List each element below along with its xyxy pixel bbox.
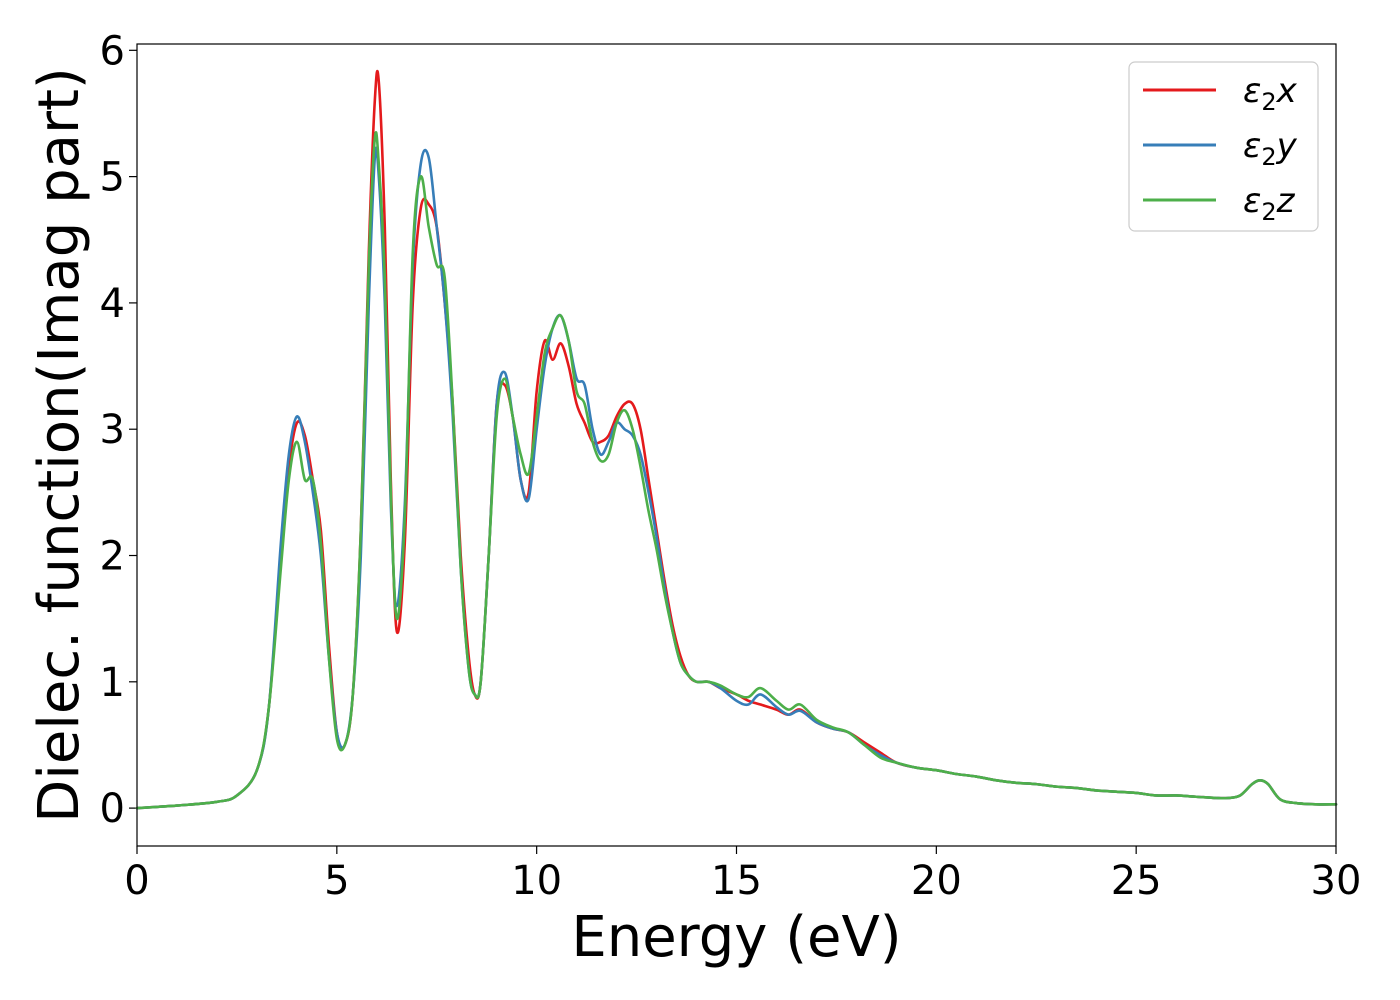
legend-label: ε2z: [1243, 181, 1296, 226]
x-tick-label: 10: [511, 858, 562, 904]
plot-frame: [136, 43, 1337, 847]
y-tick-label: 3: [100, 407, 125, 453]
x-axis-ticks: 0 5 10 15 20 25 30: [124, 846, 1361, 904]
legend-box: [1128, 61, 1319, 232]
y-tick-label: 6: [100, 28, 125, 74]
series-layer: [135, 69, 1338, 810]
y-axis-title: Dielec. function(Imag part): [27, 67, 92, 823]
x-tick-label: 0: [124, 858, 149, 904]
legend-variable: y: [1276, 126, 1298, 166]
legend-subscript: 2: [1261, 143, 1276, 171]
legend-symbol: ε: [1243, 181, 1261, 221]
legend-item-z: ε2z: [1143, 181, 1296, 226]
x-tick-label: 25: [1111, 858, 1162, 904]
legend-subscript: 2: [1261, 88, 1276, 116]
legend-variable: x: [1276, 71, 1298, 111]
x-tick-label: 20: [911, 858, 962, 904]
legend-subscript: 2: [1261, 198, 1276, 226]
legend-variable: z: [1276, 181, 1296, 221]
x-tick-label: 5: [324, 858, 349, 904]
y-tick-label: 0: [100, 786, 125, 832]
y-axis-ticks: 0 1 2 3 4 5 6: [100, 28, 137, 832]
series-line-z: [135, 131, 1338, 810]
y-tick-label: 5: [100, 155, 125, 201]
y-tick-label: 1: [100, 660, 125, 706]
legend-symbol: ε: [1243, 71, 1261, 111]
y-tick-label: 4: [100, 281, 125, 327]
x-tick-label: 30: [1311, 858, 1362, 904]
x-tick-label: 15: [711, 858, 762, 904]
legend-label: ε2x: [1243, 71, 1298, 116]
legend-item-x: ε2x: [1143, 71, 1298, 116]
legend-label: ε2y: [1243, 126, 1298, 171]
legend-item-y: ε2y: [1143, 126, 1298, 171]
legend-symbol: ε: [1243, 126, 1261, 166]
x-axis-title: Energy (eV): [571, 905, 901, 970]
y-tick-label: 2: [100, 534, 125, 580]
